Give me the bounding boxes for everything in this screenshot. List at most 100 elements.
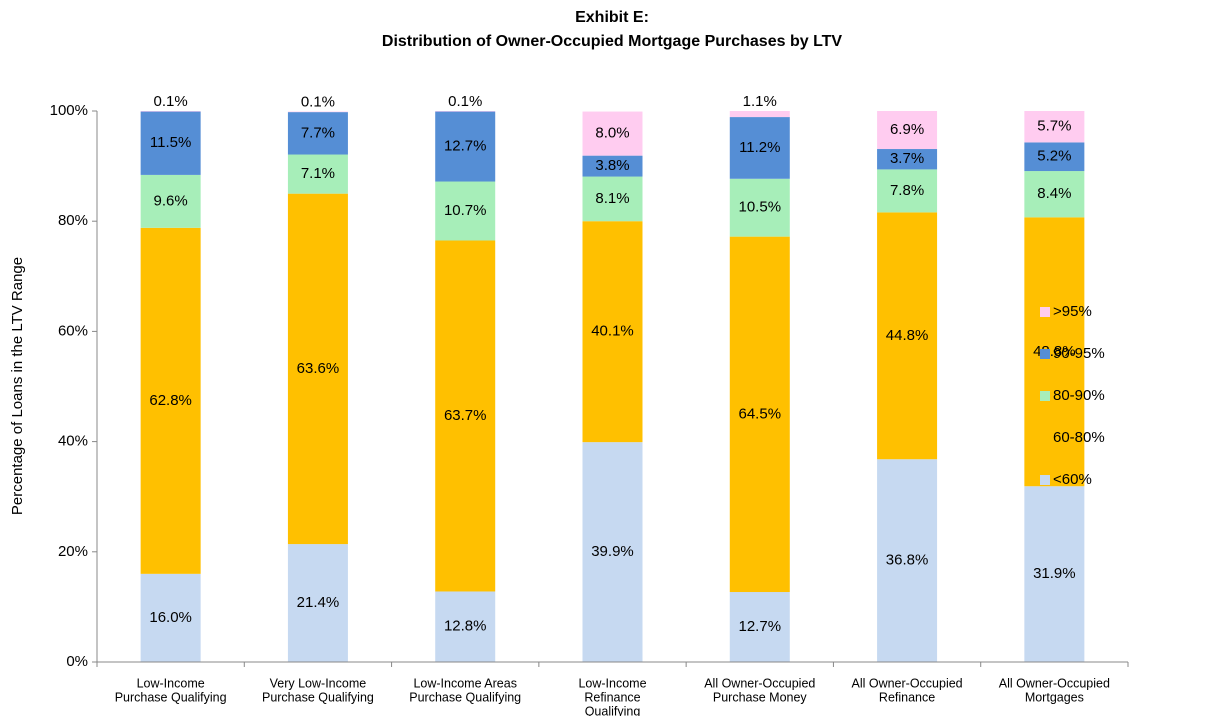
y-tick-label: 20% — [58, 543, 88, 560]
data-label: 39.9% — [591, 543, 634, 560]
legend-swatch — [1040, 433, 1050, 443]
bar-segment — [140, 111, 201, 112]
bar-segment — [287, 193, 348, 545]
data-label: 0.1% — [154, 93, 188, 110]
bar-segment — [1024, 171, 1085, 218]
legend-label: <60% — [1053, 471, 1092, 488]
bar-segment — [582, 155, 643, 177]
x-tick-label: Refinance — [584, 690, 640, 704]
legend-label: 60-80% — [1053, 429, 1105, 446]
data-label: 62.8% — [149, 392, 192, 409]
bar-segment — [877, 111, 938, 150]
data-label: 5.2% — [1037, 148, 1071, 165]
x-tick-label: Qualifying — [585, 704, 641, 716]
data-label: 12.8% — [444, 618, 487, 635]
bar-segment — [582, 111, 643, 156]
data-label: 7.7% — [301, 124, 335, 141]
bar-segment — [287, 112, 348, 155]
bar-segment — [140, 227, 201, 574]
bar-segment — [140, 111, 201, 175]
data-label: 63.6% — [297, 360, 340, 377]
x-tick-label: All Owner-Occupied — [999, 676, 1110, 690]
y-tick-label: 40% — [58, 433, 88, 450]
bar-segment — [582, 221, 643, 443]
x-tick-label: Low-Income Areas — [413, 676, 517, 690]
chart-subtitle: Distribution of Owner-Occupied Mortgage … — [382, 33, 843, 50]
data-label: 5.7% — [1037, 118, 1071, 135]
y-axis-title: Percentage of Loans in the LTV Range — [9, 257, 26, 515]
bar-segment — [435, 240, 496, 592]
bar-segment — [729, 117, 790, 179]
data-label: 64.5% — [739, 405, 782, 422]
data-label: 8.0% — [595, 125, 629, 142]
data-label: 7.1% — [301, 165, 335, 182]
x-tick-label: Purchase Qualifying — [409, 690, 521, 704]
x-tick-label: Purchase Qualifying — [115, 690, 227, 704]
y-tick-label: 80% — [58, 212, 88, 229]
data-label: 11.2% — [739, 139, 780, 156]
bar-segment — [435, 111, 496, 112]
data-label: 36.8% — [886, 552, 929, 569]
data-label: 8.1% — [595, 190, 629, 207]
data-label: 44.8% — [886, 327, 929, 344]
data-label: 0.1% — [301, 94, 335, 111]
legend-label: 80-90% — [1053, 387, 1105, 404]
bar-segment — [287, 544, 348, 662]
x-tick-label: All Owner-Occupied — [851, 676, 962, 690]
data-label: 12.7% — [739, 618, 782, 635]
data-label: 1.1% — [743, 93, 777, 110]
data-label: 3.8% — [595, 157, 629, 174]
chart-title: Exhibit E: — [575, 9, 649, 26]
bar-segment — [877, 149, 938, 170]
legend-label: 90-95% — [1053, 345, 1105, 362]
bar-segment — [877, 169, 938, 213]
bar-segment — [582, 176, 643, 222]
bar-segment — [729, 111, 790, 118]
data-label: 31.9% — [1033, 565, 1076, 582]
data-label: 11.5% — [150, 134, 191, 151]
y-tick-label: 60% — [58, 322, 88, 339]
data-label: 21.4% — [297, 594, 340, 611]
bar-segment — [287, 154, 348, 194]
bar-segment — [435, 111, 496, 182]
bar-segment — [729, 178, 790, 237]
bar-segment — [877, 459, 938, 662]
bar-segment — [140, 174, 201, 228]
bar-segment — [435, 181, 496, 241]
legend-swatch — [1040, 391, 1050, 401]
x-tick-label: Low-Income — [137, 676, 205, 690]
bar-segment — [729, 592, 790, 662]
bar-segment — [1024, 217, 1085, 487]
x-tick-label: All Owner-Occupied — [704, 676, 815, 690]
x-tick-label: Mortgages — [1025, 690, 1084, 704]
x-tick-label: Low-Income — [578, 676, 646, 690]
bar-segment — [582, 442, 643, 662]
bar-segment — [729, 236, 790, 593]
x-tick-label: Purchase Money — [713, 690, 808, 704]
data-label: 3.7% — [890, 150, 924, 167]
x-tick-label: Very Low-Income — [270, 676, 367, 690]
y-tick-label: 0% — [66, 653, 88, 670]
legend-swatch — [1040, 475, 1050, 485]
data-label: 7.8% — [890, 182, 924, 199]
data-label: 10.5% — [739, 199, 782, 216]
data-label: 63.7% — [444, 407, 487, 424]
bar-segment — [287, 111, 348, 113]
legend-label: >95% — [1053, 303, 1092, 320]
data-label: 16.0% — [149, 609, 192, 626]
bar-segment — [1024, 111, 1085, 143]
data-label: 9.6% — [154, 192, 188, 209]
bar-segment — [877, 212, 938, 460]
data-label: 10.7% — [444, 202, 487, 219]
data-label: 6.9% — [890, 121, 924, 138]
x-tick-label: Purchase Qualifying — [262, 690, 374, 704]
bar-segment — [140, 573, 201, 662]
bar-segment — [1024, 486, 1085, 662]
data-label: 40.1% — [591, 323, 634, 340]
bar-segment — [435, 591, 496, 662]
legend-swatch — [1040, 349, 1050, 359]
data-label: 8.4% — [1037, 185, 1071, 202]
data-label: 12.7% — [444, 138, 487, 155]
legend-swatch — [1040, 307, 1050, 317]
